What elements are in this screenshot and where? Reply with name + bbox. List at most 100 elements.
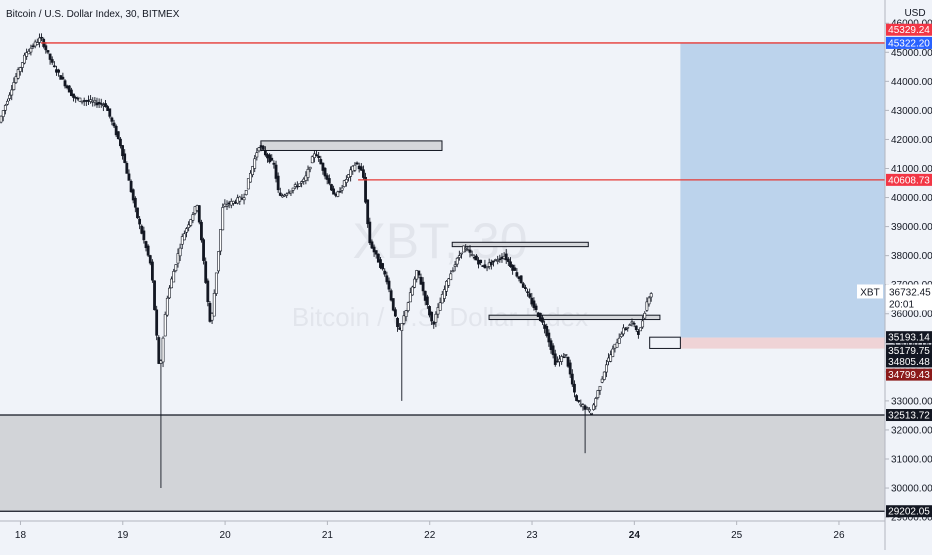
candle — [474, 254, 478, 261]
candle — [632, 321, 636, 328]
candle-body — [519, 275, 523, 284]
candle — [123, 149, 127, 164]
candle — [636, 328, 640, 339]
symbol-tag-background — [857, 284, 883, 299]
candle — [370, 239, 374, 249]
candle — [434, 311, 438, 328]
candle — [521, 281, 525, 288]
candle — [342, 179, 346, 188]
candle — [8, 92, 11, 102]
candle — [551, 343, 555, 359]
candle-body — [408, 292, 412, 303]
price-axis-background — [885, 0, 932, 550]
candle — [274, 160, 278, 183]
candle-body — [425, 296, 429, 306]
countdown-label: 20:01 — [889, 299, 914, 310]
candle-body — [489, 261, 493, 266]
candle-body — [573, 383, 576, 393]
price-tag-background — [886, 344, 932, 357]
candle-body — [611, 348, 615, 357]
candle — [385, 271, 389, 285]
candle-body — [63, 80, 67, 87]
candle — [46, 50, 50, 55]
candle-body — [323, 167, 327, 177]
last-price-tag-background — [886, 284, 932, 311]
candle — [455, 256, 459, 268]
candle — [174, 264, 178, 273]
candle-body — [528, 293, 532, 298]
candle — [12, 77, 16, 91]
candle — [31, 43, 35, 50]
candle — [447, 278, 451, 289]
candle — [528, 288, 532, 299]
candle-body — [16, 69, 20, 79]
candle-body — [253, 158, 257, 169]
candle-body — [349, 169, 353, 177]
candle-body — [327, 178, 331, 184]
candle-body — [419, 276, 423, 285]
candle — [549, 338, 553, 354]
candle-body — [340, 187, 344, 191]
candle-body — [590, 412, 593, 415]
candle-body — [182, 233, 186, 241]
candle — [645, 297, 649, 312]
candle — [23, 52, 26, 65]
candle-body — [615, 342, 619, 348]
candle — [180, 233, 184, 250]
candle-body — [10, 89, 14, 96]
candle — [142, 226, 146, 244]
candle-body — [276, 175, 280, 191]
candle — [52, 61, 56, 68]
entry-box — [649, 336, 681, 349]
candle — [170, 276, 173, 289]
candle — [647, 295, 651, 307]
price-tag-label: 32513.72 — [888, 411, 930, 422]
candle — [374, 250, 378, 259]
candle — [20, 62, 24, 73]
candle — [189, 218, 193, 228]
symbol-tag-label: XBT — [860, 287, 879, 298]
candle-body — [596, 390, 600, 398]
candle-body — [168, 287, 171, 299]
candle — [460, 252, 463, 259]
candle-body — [40, 36, 43, 39]
resistance-box-2 — [451, 241, 589, 248]
candle-body — [18, 67, 22, 72]
candle — [445, 280, 448, 297]
candle — [140, 224, 144, 235]
candle-body — [212, 293, 216, 317]
candle — [182, 230, 186, 241]
candle — [534, 303, 538, 313]
candle — [515, 268, 519, 278]
candle — [362, 165, 365, 180]
candle-body — [336, 191, 340, 197]
candle — [257, 147, 261, 153]
candle — [526, 288, 529, 297]
candle — [323, 167, 327, 180]
candle-body — [270, 157, 274, 161]
chart-title: Bitcoin / U.S. Dollar Index, 30, BITMEX — [6, 9, 180, 20]
candle-body — [251, 166, 254, 175]
candle — [148, 254, 152, 266]
candle — [489, 259, 493, 270]
candle-body — [338, 191, 342, 193]
candle-body — [368, 221, 372, 244]
candle-body — [628, 324, 632, 327]
price-tag-background — [886, 409, 932, 422]
price-tag-background — [886, 173, 932, 186]
candle — [89, 95, 92, 104]
candle — [285, 192, 289, 199]
candle — [573, 380, 576, 398]
candle — [402, 310, 406, 326]
candle — [185, 227, 188, 238]
candle-body — [72, 93, 75, 98]
time-tick-label: 23 — [526, 530, 538, 541]
candle — [57, 68, 61, 77]
candle — [178, 243, 182, 262]
candle — [0, 115, 3, 124]
candle — [108, 108, 112, 119]
candle — [428, 305, 431, 318]
